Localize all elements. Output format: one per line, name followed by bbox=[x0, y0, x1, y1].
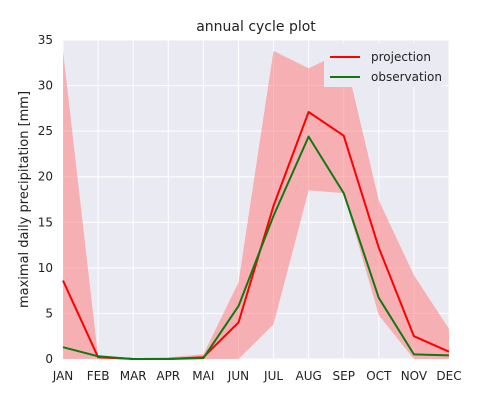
x-tick-label: AUG bbox=[295, 369, 321, 383]
legend-label-observation: observation bbox=[371, 70, 442, 84]
y-tick-label: 20 bbox=[38, 170, 53, 184]
legend-label-projection: projection bbox=[371, 50, 431, 64]
x-tick-label: FEB bbox=[87, 369, 110, 383]
series-line-observation bbox=[62, 135, 450, 360]
y-tick-label: 30 bbox=[38, 79, 53, 93]
x-tick-label: APR bbox=[156, 369, 180, 383]
series-lines bbox=[62, 111, 450, 360]
x-tick-label: DEC bbox=[436, 369, 461, 383]
y-tick-label: 35 bbox=[38, 33, 53, 47]
y-axis-label: maximal daily precipitation [mm] bbox=[17, 91, 32, 308]
x-tick-label: JUN bbox=[227, 369, 249, 383]
x-tick-labels: JAN FEB MAR APR MAI JUN JUL AUG SEP OCT NOV DEC bbox=[52, 369, 462, 383]
x-tick-label: JAN bbox=[52, 369, 74, 383]
x-tick-label: MAI bbox=[192, 369, 214, 383]
x-tick-label: JUL bbox=[263, 369, 283, 383]
x-tick-label: SEP bbox=[333, 369, 355, 383]
chart-title: annual cycle plot bbox=[196, 19, 316, 35]
legend-background bbox=[324, 43, 442, 87]
y-tick-label: 0 bbox=[45, 352, 53, 366]
x-tick-label: OCT bbox=[366, 369, 392, 383]
y-tick-labels: 0 5 10 15 20 25 30 35 bbox=[38, 33, 53, 366]
x-tick-label: MAR bbox=[120, 369, 147, 383]
projection-band bbox=[63, 50, 449, 360]
y-tick-label: 15 bbox=[38, 215, 53, 229]
y-tick-label: 25 bbox=[38, 124, 53, 138]
legend: projection observation bbox=[324, 43, 442, 87]
y-tick-label: 10 bbox=[38, 261, 53, 275]
x-tick-label: NOV bbox=[401, 369, 428, 383]
projection-range-band bbox=[63, 50, 449, 360]
y-tick-label: 5 bbox=[45, 306, 53, 320]
